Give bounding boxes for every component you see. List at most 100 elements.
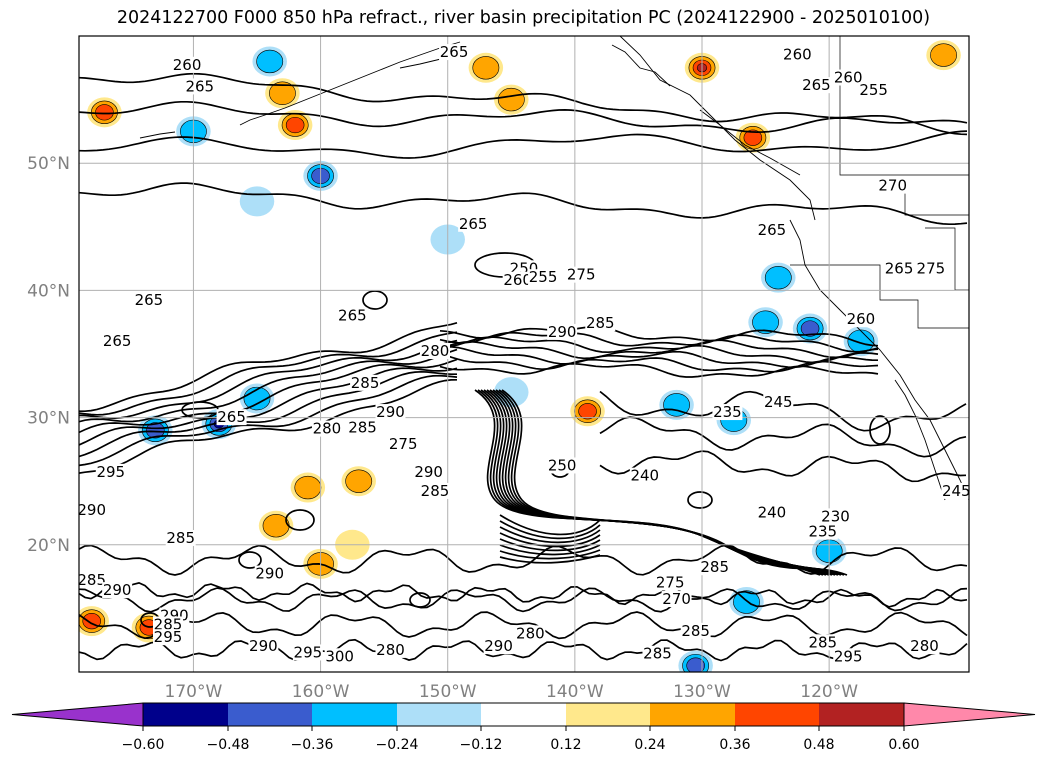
contour-label-gap <box>184 78 215 95</box>
precip-pc-patch <box>578 403 597 420</box>
political-border <box>790 264 969 329</box>
contour-line <box>79 348 458 423</box>
contour-label: 290 <box>548 323 577 341</box>
colorbar-tick-label: 0.36 <box>719 737 750 753</box>
contour-label-gap <box>375 404 406 421</box>
contour-line <box>439 325 879 347</box>
contour-label-gap <box>547 323 578 340</box>
contour-label: 290 <box>77 501 106 519</box>
contour-line <box>499 549 601 560</box>
colorbar-tick-label: 0.48 <box>803 737 834 753</box>
contour-line <box>79 544 968 576</box>
contour-closed <box>362 290 388 310</box>
colorbar-frame <box>142 702 905 727</box>
contour-label-gap <box>763 393 794 410</box>
contour-label-gap <box>79 571 107 588</box>
colorbar-tick-label: −0.48 <box>207 737 250 753</box>
contour-label: 270 <box>662 590 691 608</box>
contour-label-gap <box>248 638 279 655</box>
contour-label: 285 <box>154 615 183 633</box>
precip-pc-patch <box>686 657 705 672</box>
lon-tick-label: 170°W <box>165 682 223 702</box>
contour-label-gap <box>324 648 355 665</box>
contour-label: 245 <box>764 393 793 411</box>
contour-label: 285 <box>166 529 195 547</box>
contour-label-gap <box>642 645 673 662</box>
contour-label: 285 <box>348 418 377 436</box>
contour-label-gap <box>254 565 285 582</box>
coastlines-and-borders <box>139 36 969 501</box>
contour-line <box>599 450 967 483</box>
lon-tick-label: 140°W <box>546 682 604 702</box>
precip-pc-patch <box>663 393 690 417</box>
precip-pc-patch <box>800 320 820 337</box>
precip-pc-patch <box>269 81 296 105</box>
contour-label: 290 <box>376 403 405 421</box>
contour-line <box>599 416 967 458</box>
contour-label: 270 <box>878 177 907 195</box>
precip-pc-patch <box>146 422 165 439</box>
contour-line <box>79 378 458 474</box>
contour-label-gap <box>172 56 203 73</box>
contour-line <box>79 374 458 467</box>
coastline <box>619 36 816 221</box>
contour-label: 280 <box>516 624 545 642</box>
contour-line <box>439 362 879 378</box>
contour-label-gap <box>439 44 470 61</box>
colorbar-tick-label: 0.60 <box>888 737 919 753</box>
contour-label-gap <box>375 641 406 658</box>
contour-label: 280 <box>376 641 405 659</box>
precip-pc-patch <box>733 590 760 614</box>
colorbar-segment <box>481 703 566 726</box>
contour-label-gap <box>165 529 196 546</box>
precip-pc-patch <box>743 129 763 146</box>
contour-label-gap <box>833 648 864 665</box>
contour-line <box>79 321 458 413</box>
colorbar: −0.60 −0.48 −0.36 −0.24 −0.12 0.12 0.24 0.36 0.4… <box>11 702 1036 753</box>
contour-label-gap <box>845 311 876 328</box>
colorbar-extend-low <box>11 702 144 727</box>
contour-label-gap <box>292 644 323 661</box>
contour-line <box>79 582 968 608</box>
lon-tick-label: 130°W <box>673 682 731 702</box>
contour-label-gap <box>79 502 107 518</box>
contour-line <box>79 331 458 416</box>
contour-label: 275 <box>656 574 685 592</box>
precip-pc-patch <box>256 49 284 74</box>
contour-line <box>79 367 458 446</box>
contour-line <box>79 370 457 458</box>
contour-label: 295 <box>154 628 183 646</box>
contour-line <box>499 526 601 544</box>
contour-label-gap <box>502 271 533 288</box>
colorbar-tick-label: 0.24 <box>634 737 665 753</box>
contour-label: 265 <box>440 43 469 61</box>
contour-label: 290 <box>414 463 443 481</box>
colorbar-segment <box>819 703 904 726</box>
precip-pc-patch <box>764 265 792 290</box>
contour-label-gap <box>388 435 419 452</box>
contour-line <box>499 520 601 540</box>
contour-line <box>439 352 879 373</box>
contour-label: 290 <box>103 581 132 599</box>
contour-line <box>499 544 601 556</box>
contour-label: 260 <box>173 56 202 74</box>
contour-label-gap <box>941 482 969 499</box>
precip-pc-patch <box>285 116 305 134</box>
contour-label-gap <box>807 634 838 651</box>
contour-label: 290 <box>249 637 278 655</box>
contour-label: 240 <box>758 504 787 522</box>
contour-label: 290 <box>255 565 284 583</box>
contour-line <box>79 587 968 613</box>
contour-label: 280 <box>313 420 342 438</box>
contour-label: 260 <box>503 271 532 289</box>
contour-label-gap <box>102 582 133 599</box>
colorbar-segment <box>566 703 650 726</box>
colorbar-segment <box>735 703 819 726</box>
contour-label: 275 <box>389 435 418 453</box>
colorbar-tick-label: −0.24 <box>376 737 419 753</box>
ocean-background <box>79 36 969 672</box>
contour-label: 280 <box>421 342 450 360</box>
contour-label: 265 <box>338 306 367 324</box>
contour-line <box>439 340 879 364</box>
